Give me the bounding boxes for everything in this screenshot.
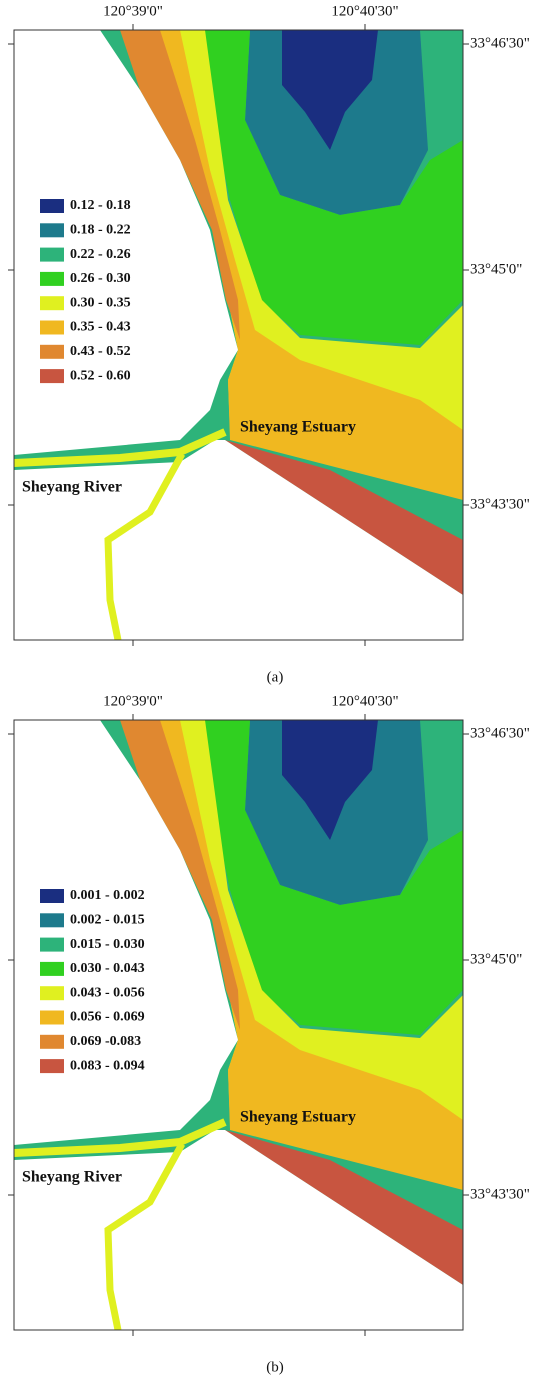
legend-label: 0.18 - 0.22	[70, 223, 131, 238]
map-panel: 120°39'0" 120°40'30" 33°46'30" 33°45'0" 33°4…	[8, 693, 530, 1375]
legend-label: 0.069 -0.083	[70, 1034, 141, 1049]
place-label: Sheyang River	[22, 1169, 122, 1186]
x-coord-label: 120°40'30"	[331, 693, 398, 709]
legend-swatch	[40, 889, 64, 903]
legend-swatch	[40, 1059, 64, 1074]
map-frame	[13, 29, 464, 641]
x-coord-label: 120°39'0"	[103, 693, 163, 709]
legend-label: 0.30 - 0.35	[70, 295, 131, 310]
legend-swatch	[40, 247, 64, 262]
legend-swatch	[40, 913, 64, 928]
place-label: Sheyang Estuary	[240, 1109, 356, 1126]
legend-label: 0.12 - 0.18	[70, 198, 131, 213]
legend-swatch	[40, 1034, 64, 1049]
legend-swatch	[40, 271, 64, 286]
caption: (a)	[267, 669, 284, 685]
y-coord-label: 33°46'30"	[470, 35, 530, 51]
place-label: Sheyang River	[22, 479, 122, 496]
map-panel: 120°39'0" 120°40'30" 33°46'30" 33°45'0" 33°4…	[8, 3, 530, 685]
x-coord-label: 120°39'0"	[103, 3, 163, 19]
y-coord-label: 33°45'0"	[470, 261, 522, 277]
legend-swatch	[40, 369, 64, 384]
legend-label: 0.001 - 0.002	[70, 888, 145, 903]
legend-label: 0.030 - 0.043	[70, 961, 145, 976]
legend-swatch	[40, 1010, 64, 1025]
legend-label: 0.43 - 0.52	[70, 344, 131, 359]
legend-label: 0.002 - 0.015	[70, 913, 145, 928]
map-raster	[14, 720, 463, 1330]
legend-swatch	[40, 961, 64, 976]
y-coord-label: 33°45'0"	[470, 951, 522, 967]
x-coord-label: 120°40'30"	[331, 3, 398, 19]
legend-label: 0.083 - 0.094	[70, 1058, 145, 1073]
legend-swatch	[40, 320, 64, 335]
legend-swatch	[40, 344, 64, 359]
legend-swatch	[40, 986, 64, 1001]
legend-label: 0.35 - 0.43	[70, 320, 131, 335]
caption: (b)	[266, 1359, 284, 1375]
map-frame	[13, 719, 464, 1331]
legend-swatch	[40, 223, 64, 238]
y-coord-label: 33°43'30"	[470, 496, 530, 512]
legend-label: 0.015 - 0.030	[70, 937, 145, 952]
legend-label: 0.043 - 0.056	[70, 985, 145, 1000]
legend-label: 0.056 - 0.069	[70, 1010, 145, 1025]
legend-label: 0.26 - 0.30	[70, 271, 131, 286]
legend-label: 0.52 - 0.60	[70, 368, 131, 383]
y-coord-label: 33°46'30"	[470, 725, 530, 741]
y-coord-label: 33°43'30"	[470, 1186, 530, 1202]
place-label: Sheyang Estuary	[240, 419, 356, 436]
legend-swatch	[40, 296, 64, 311]
legend-swatch	[40, 937, 64, 952]
legend-label: 0.22 - 0.26	[70, 247, 131, 262]
map-raster	[14, 30, 463, 640]
legend-swatch	[40, 199, 64, 213]
